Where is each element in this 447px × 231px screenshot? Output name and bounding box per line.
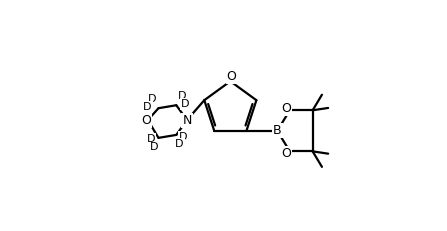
- Text: O: O: [227, 70, 236, 83]
- Text: D: D: [178, 91, 186, 101]
- Text: O: O: [281, 147, 291, 160]
- Text: D: D: [147, 134, 156, 144]
- Text: N: N: [182, 114, 192, 127]
- Text: D: D: [179, 132, 187, 142]
- Text: D: D: [143, 102, 152, 112]
- Text: B: B: [273, 124, 282, 137]
- Text: D: D: [181, 99, 190, 109]
- Text: O: O: [281, 102, 291, 115]
- Text: D: D: [148, 94, 156, 104]
- Text: D: D: [150, 143, 159, 152]
- Text: O: O: [141, 114, 151, 127]
- Text: D: D: [175, 139, 184, 149]
